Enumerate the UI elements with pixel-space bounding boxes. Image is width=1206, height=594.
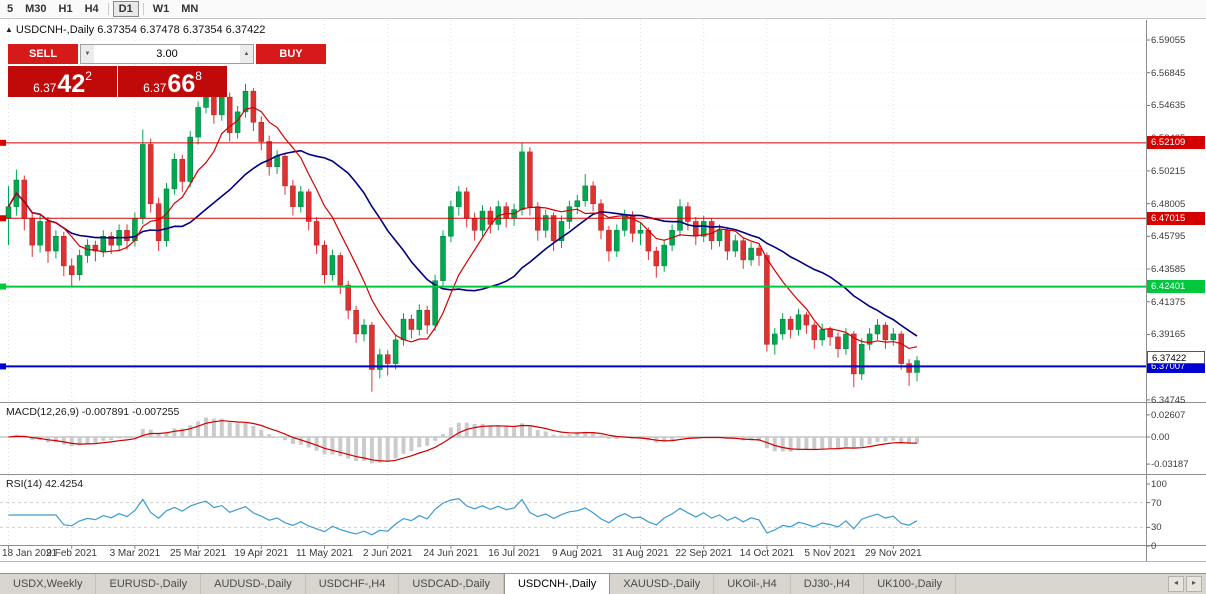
macd-axis-tick: 0.00 — [1151, 432, 1170, 443]
rsi-axis-tick: 100 — [1151, 479, 1167, 490]
sell-price-sup: 2 — [85, 69, 92, 83]
sell-price-display[interactable]: 6.37 42 2 — [8, 66, 117, 97]
buy-price-display[interactable]: 6.37 66 8 — [118, 66, 227, 97]
timeframe-w1[interactable]: W1 — [152, 3, 170, 15]
date-axis-label: 25 Mar 2021 — [170, 548, 227, 559]
tab-scroll-controls: ◂ ▸ — [1164, 574, 1206, 594]
level-price-tag[interactable]: 6.42401 — [1147, 280, 1205, 294]
volume-input[interactable] — [94, 45, 240, 63]
price-axis-tick: 6.34745 — [1151, 394, 1186, 406]
date-axis-label: 5 Nov 2021 — [804, 548, 856, 559]
chart-tabs-bar: USDX,Weekly EURUSD-,Daily AUDUSD-,Daily USD… — [0, 573, 1206, 594]
tab-ukoil-h4[interactable]: UKOil-,H4 — [714, 574, 791, 594]
tab-usdcad-daily[interactable]: USDCAD-,Daily — [399, 574, 504, 594]
rsi-axis-tick: 30 — [1151, 522, 1162, 534]
level-price-tag[interactable]: 6.47015 — [1147, 211, 1205, 225]
date-axis-label: 3 Mar 2021 — [109, 548, 161, 559]
volume-increase-button[interactable]: ▲ — [240, 45, 253, 63]
price-axis-tick: 6.56845 — [1151, 67, 1186, 79]
price-axis-tick: 6.54635 — [1151, 100, 1186, 112]
timeframe-toolbar: 5 M30 H1 H4 D1 W1 MN — [0, 0, 1206, 19]
rsi-label: RSI(14) 42.4254 — [6, 478, 84, 490]
date-axis-label: 29 Nov 2021 — [864, 548, 922, 559]
toolbar-separator — [107, 3, 109, 15]
date-axis-label: 31 Aug 2021 — [612, 548, 669, 559]
toolbar-separator — [142, 3, 144, 15]
ohlc-text: USDCNH-,Daily 6.37354 6.37478 6.37354 6.… — [15, 24, 266, 36]
symbol-marker-icon: ▲ — [5, 25, 13, 34]
tab-xauusd-daily[interactable]: XAUUSD-,Daily — [610, 574, 715, 594]
tab-scroll-left-button[interactable]: ◂ — [1168, 576, 1184, 592]
price-axis-tick: 6.50215 — [1151, 165, 1186, 177]
price-axis-tick: 6.43585 — [1151, 264, 1186, 276]
date-axis-label: 11 May 2021 — [295, 548, 354, 559]
date-axis-label: 16 Jul 2021 — [488, 548, 540, 559]
macd-axis-tick: -0.03187 — [1151, 459, 1189, 471]
buy-price-big: 66 — [167, 70, 196, 98]
buy-button[interactable]: BUY — [256, 44, 326, 64]
date-axis-label: 19 Apr 2021 — [234, 548, 289, 559]
tab-usdcnh-daily[interactable]: USDCNH-,Daily — [503, 574, 611, 594]
timeframe-5[interactable]: 5 — [7, 3, 14, 15]
sell-price-big: 42 — [57, 70, 86, 98]
buy-price-prefix: 6.37 — [143, 81, 167, 95]
tab-eurusd-daily[interactable]: EURUSD-,Daily — [96, 574, 202, 594]
date-axis-label: 24 Jun 2021 — [423, 548, 479, 559]
rsi-axis-tick: 0 — [1151, 541, 1157, 552]
rsi-axis-tick: 70 — [1151, 497, 1162, 509]
tab-uk100-daily[interactable]: UK100-,Daily — [864, 574, 957, 594]
volume-decrease-button[interactable]: ▼ — [81, 45, 94, 63]
tab-dj30-h4[interactable]: DJ30-,H4 — [791, 574, 865, 594]
tab-audusd-daily[interactable]: AUDUSD-,Daily — [201, 574, 306, 594]
price-axis-tick: 6.48005 — [1151, 198, 1186, 210]
sell-button[interactable]: SELL — [8, 44, 78, 64]
macd-label: MACD(12,26,9) -0.007891 -0.007255 — [6, 406, 180, 418]
price-axis-tick: 6.59055 — [1151, 35, 1186, 46]
date-axis-label: 18 Jan 2021 — [2, 548, 58, 559]
price-axis-tick: 6.45795 — [1151, 231, 1186, 243]
chart-canvas[interactable] — [0, 0, 1206, 562]
level-price-tag[interactable]: 6.52109 — [1147, 136, 1205, 150]
date-axis-label: 9 Feb 2021 — [46, 548, 97, 559]
buy-price-sup: 8 — [195, 69, 202, 83]
date-axis-label: 9 Aug 2021 — [551, 548, 603, 559]
timeframe-h1[interactable]: H1 — [58, 3, 73, 15]
timeframe-m30[interactable]: M30 — [25, 3, 47, 15]
timeframe-h4[interactable]: H4 — [84, 3, 99, 15]
price-axis-tick: 6.39165 — [1151, 329, 1186, 341]
volume-field: ▼ ▲ — [80, 44, 254, 64]
date-axis-label: 2 Jun 2021 — [362, 548, 413, 559]
tab-usdx-weekly[interactable]: USDX,Weekly — [0, 574, 97, 594]
timeframe-mn[interactable]: MN — [181, 3, 199, 15]
current-price-tag: 6.37422 — [1147, 351, 1205, 365]
sell-price-prefix: 6.37 — [33, 81, 57, 95]
tab-scroll-right-button[interactable]: ▸ — [1186, 576, 1202, 592]
date-axis-label: 22 Sep 2021 — [675, 548, 733, 559]
timeframe-d1[interactable]: D1 — [112, 1, 139, 17]
date-axis-label: 14 Oct 2021 — [739, 548, 795, 559]
tab-usdchf-h4[interactable]: USDCHF-,H4 — [306, 574, 400, 594]
macd-axis-tick: 0.02607 — [1151, 409, 1186, 421]
price-axis-tick: 6.41375 — [1151, 296, 1186, 308]
chart-ohlc-line: ▲ USDCNH-,Daily 6.37354 6.37478 6.37354 6… — [5, 24, 265, 36]
